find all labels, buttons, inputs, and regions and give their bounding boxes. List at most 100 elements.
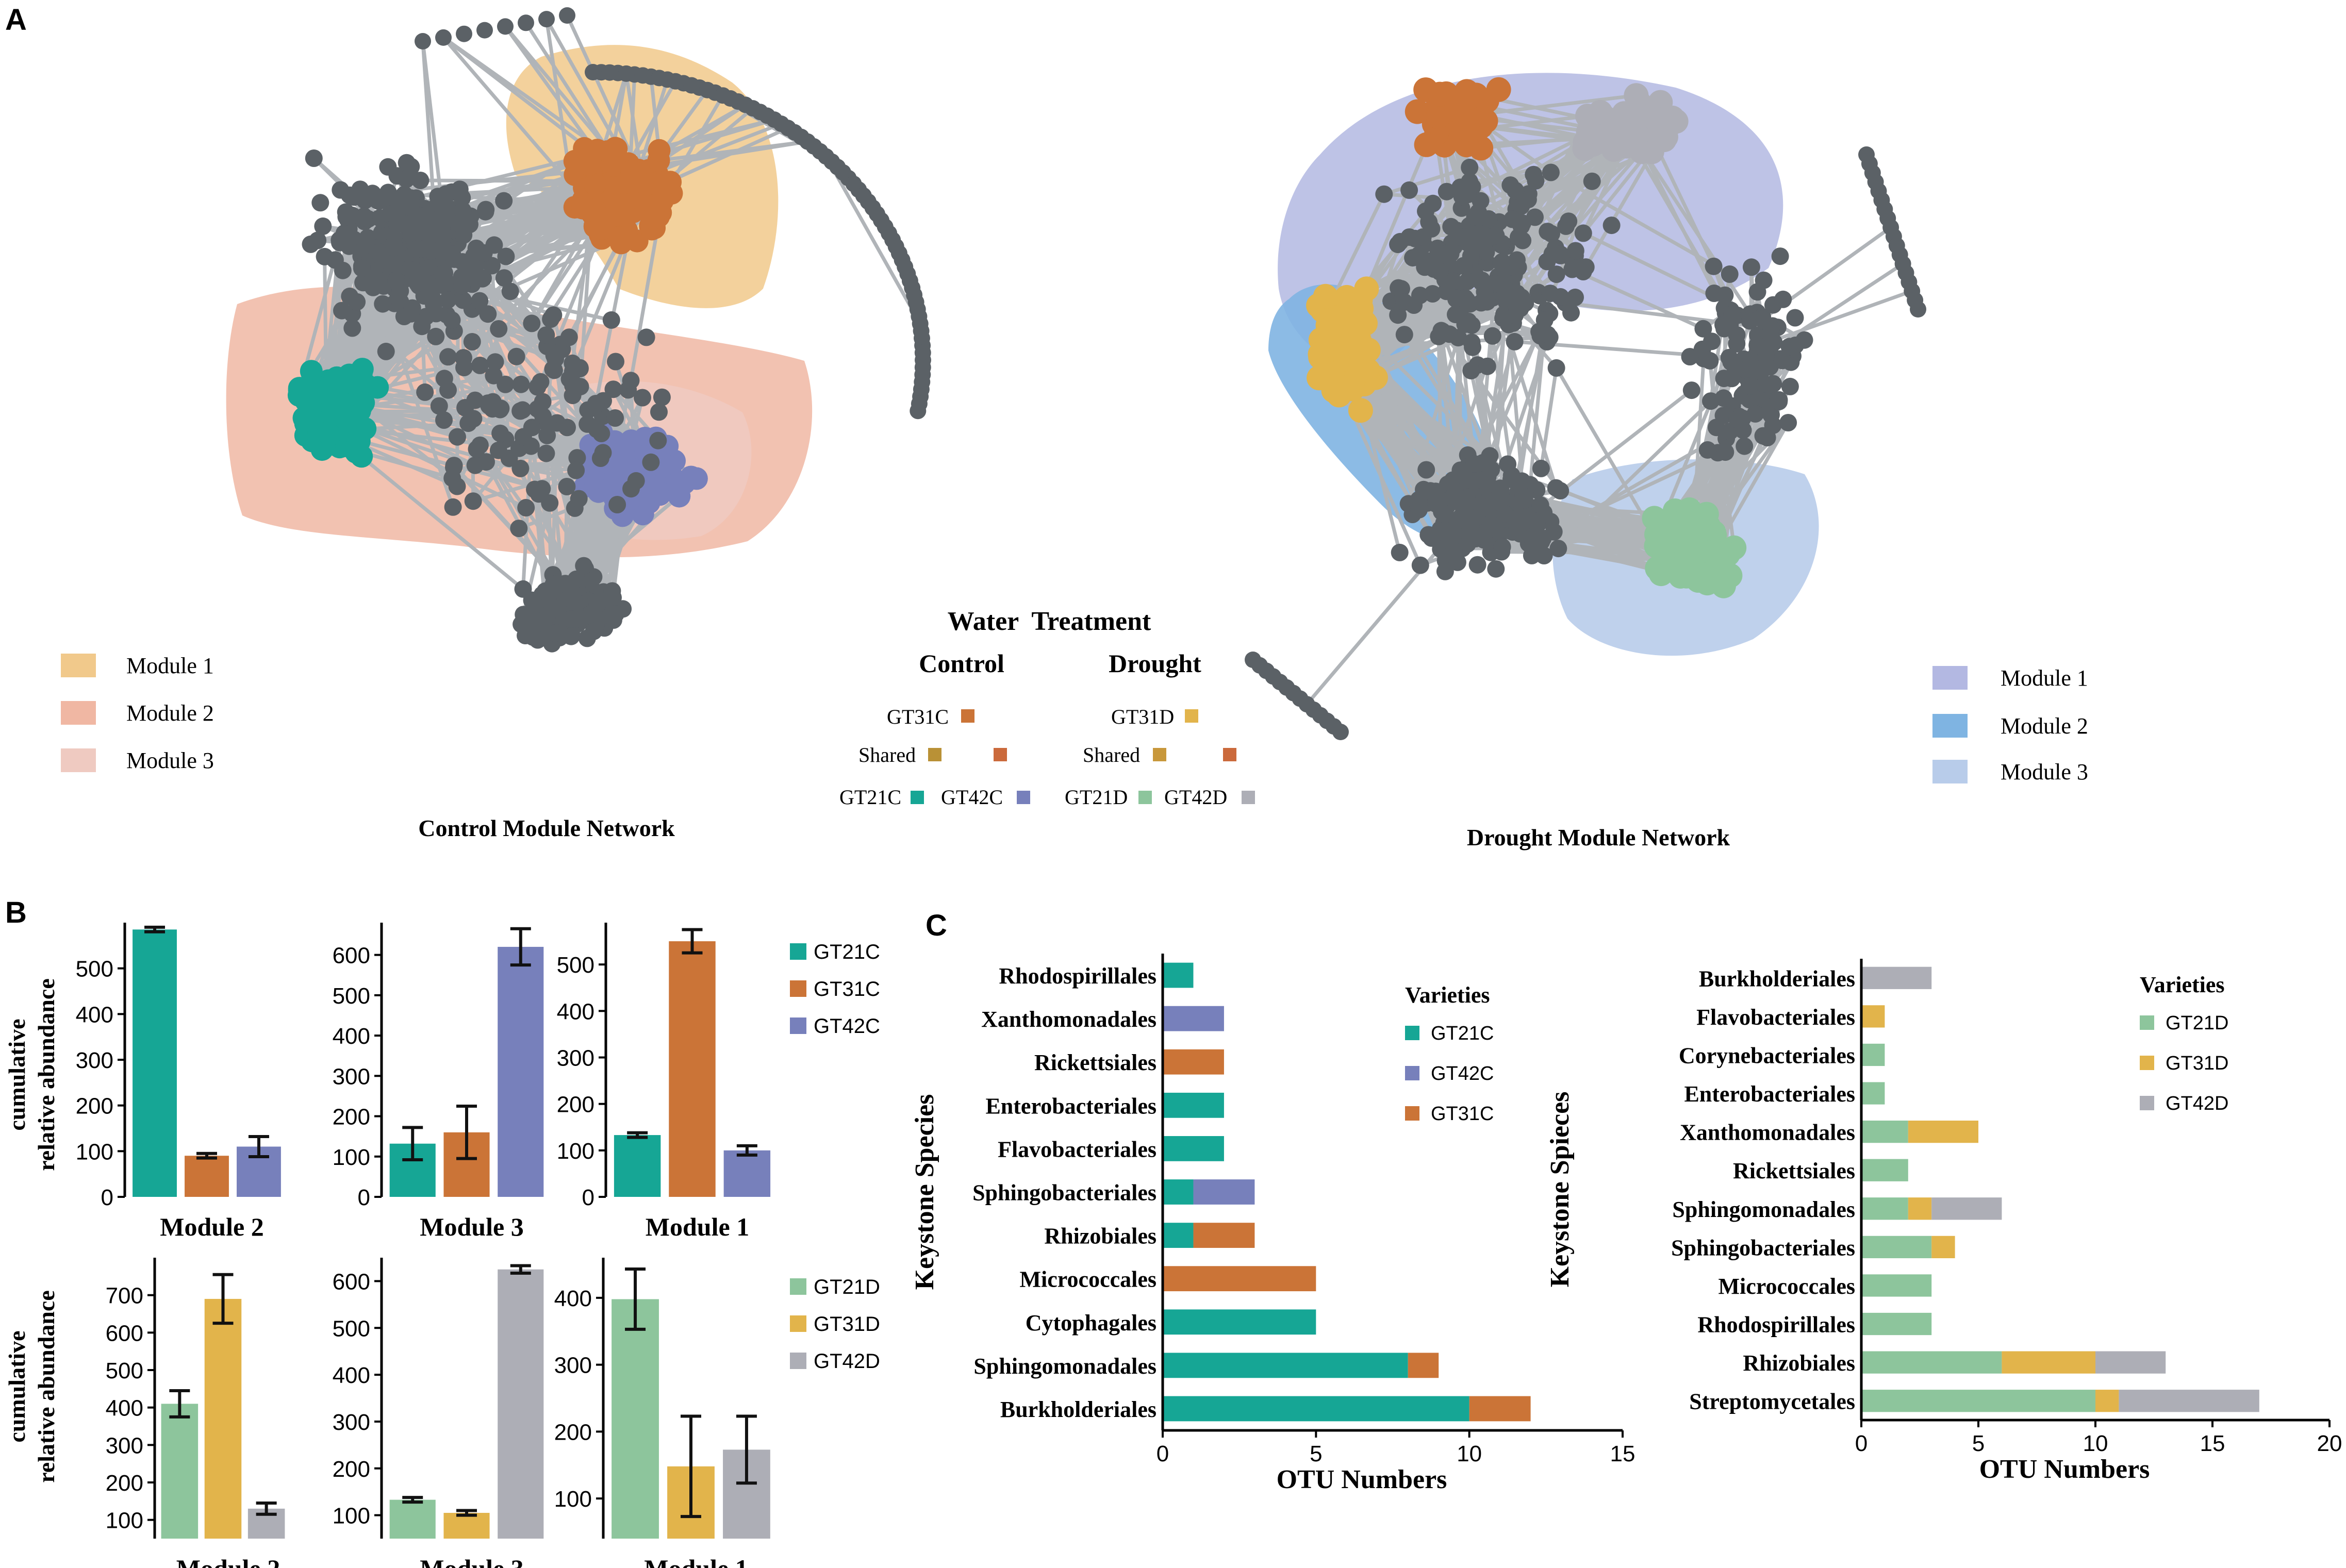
x-axis-title: OTU Numbers bbox=[1979, 1455, 2150, 1484]
legend-swatch-GT31C bbox=[790, 980, 806, 997]
legend-label-control-module1: Module 1 bbox=[126, 653, 214, 678]
bar-GT42C bbox=[498, 946, 544, 1197]
control-node bbox=[333, 302, 351, 320]
y-tick-label: 500 bbox=[557, 953, 594, 978]
legend-swatch-GT31D bbox=[790, 1315, 806, 1332]
drought-node bbox=[1431, 263, 1449, 281]
drought-node bbox=[1771, 247, 1789, 265]
control-node bbox=[650, 403, 668, 421]
drought-node bbox=[1320, 362, 1345, 387]
control-node bbox=[518, 14, 534, 31]
category-label: Rickettsiales bbox=[1034, 1050, 1157, 1075]
drought-node bbox=[1531, 496, 1549, 514]
control-node bbox=[476, 22, 493, 39]
control-node bbox=[443, 469, 461, 487]
legend-gt42d-label: GT42D bbox=[1164, 786, 1227, 809]
category-label: Flavobacteriales bbox=[998, 1137, 1157, 1162]
legend-gt31d-label: GT31D bbox=[1111, 705, 1174, 728]
drought-node bbox=[1535, 547, 1553, 564]
drought-node bbox=[1400, 228, 1418, 246]
chart-title: Module 1 bbox=[646, 1212, 749, 1241]
legend-label-drought-module1: Module 1 bbox=[2001, 665, 2088, 691]
legend-gt31c-label: GT31C bbox=[887, 705, 949, 728]
drought-node bbox=[1787, 336, 1805, 354]
drought-node bbox=[1541, 285, 1559, 303]
control-edge bbox=[442, 36, 585, 202]
y-tick-label: 100 bbox=[554, 1487, 592, 1512]
drought-node bbox=[1426, 104, 1451, 129]
y-tick-label: 200 bbox=[76, 1094, 113, 1119]
drought-node bbox=[1405, 99, 1430, 124]
legend-title: Varieties bbox=[2140, 972, 2225, 997]
control-node bbox=[379, 158, 397, 176]
drought-node bbox=[1447, 289, 1465, 307]
drought-node bbox=[1478, 357, 1496, 375]
panel-label-b: B bbox=[5, 896, 27, 929]
drought-node bbox=[1446, 482, 1464, 501]
control-node bbox=[500, 449, 518, 468]
legend-label-control-module2: Module 2 bbox=[126, 700, 214, 726]
y-tick-label: 200 bbox=[106, 1471, 143, 1496]
control-node bbox=[356, 236, 374, 254]
control-node bbox=[341, 287, 359, 305]
control-node bbox=[612, 193, 635, 216]
legend-gt42d-swatch bbox=[1242, 791, 1255, 804]
bar-GT42D bbox=[1861, 966, 1932, 989]
control-node bbox=[439, 291, 457, 309]
b-bottom-ylabel-line2: relative abundance bbox=[33, 1290, 59, 1483]
y-tick-label: 200 bbox=[333, 1105, 370, 1130]
control-edge bbox=[824, 155, 922, 325]
x-tick-label: 5 bbox=[1310, 1441, 1322, 1466]
control-node bbox=[443, 183, 461, 201]
bar-GT21C bbox=[1163, 1179, 1194, 1205]
control-node bbox=[309, 380, 333, 403]
control-node bbox=[603, 582, 621, 600]
control-node bbox=[602, 311, 620, 329]
bar-GT31C bbox=[1163, 1266, 1316, 1292]
category-label: Xanthomonadales bbox=[1680, 1120, 1855, 1145]
water-treatment-legend: Water Treatment Control Drought GT31C Sh… bbox=[839, 607, 1255, 809]
drought-node bbox=[1509, 523, 1527, 541]
control-node bbox=[456, 25, 472, 42]
legend-swatch-GT42C bbox=[1405, 1066, 1419, 1080]
drought-node bbox=[1313, 283, 1338, 309]
control-node bbox=[398, 154, 416, 172]
bar-GT21D bbox=[1861, 1197, 1908, 1220]
control-node bbox=[353, 259, 371, 277]
drought-node bbox=[1758, 429, 1776, 446]
drought-node bbox=[1528, 514, 1546, 532]
drought-node bbox=[1389, 306, 1407, 324]
drought-node bbox=[1390, 279, 1408, 297]
drought-node bbox=[1602, 216, 1621, 235]
chart-C-drought: Burkholderiales Flavobacteriales Corynebac… bbox=[1545, 959, 2342, 1484]
drought-node bbox=[1764, 375, 1782, 393]
legend-control-header: Control bbox=[919, 649, 1004, 678]
y-tick-label: 200 bbox=[557, 1092, 594, 1117]
control-node bbox=[463, 333, 481, 351]
bar-GT31C bbox=[1193, 1223, 1255, 1248]
control-node bbox=[558, 478, 576, 495]
drought-node bbox=[1348, 398, 1373, 423]
drought-node bbox=[1510, 228, 1527, 246]
drought-node bbox=[1711, 555, 1736, 580]
drought-node bbox=[1576, 120, 1601, 145]
panel-c-bar-charts: Rhodospirillales Xanthomonadales Rickettsi… bbox=[910, 954, 2342, 1494]
drought-node bbox=[1420, 213, 1438, 231]
y-tick-label: 600 bbox=[333, 943, 370, 969]
control-node bbox=[568, 449, 586, 467]
control-node bbox=[334, 261, 352, 279]
bar-GT21D bbox=[1861, 1274, 1932, 1297]
legend-swatch-GT21C bbox=[790, 943, 806, 960]
drought-node bbox=[1485, 492, 1504, 510]
y-tick-label: 500 bbox=[333, 1316, 370, 1341]
drought-node bbox=[1456, 229, 1474, 247]
y-tick-label: 300 bbox=[76, 1048, 113, 1073]
control-edges bbox=[298, 14, 922, 645]
control-node bbox=[321, 396, 343, 419]
drought-node bbox=[1391, 543, 1409, 561]
drought-edge bbox=[1764, 289, 1913, 345]
control-node bbox=[659, 171, 682, 194]
bar-GT21C bbox=[1163, 1353, 1408, 1378]
x-tick-label: 15 bbox=[2200, 1431, 2225, 1456]
control-node bbox=[477, 201, 495, 219]
